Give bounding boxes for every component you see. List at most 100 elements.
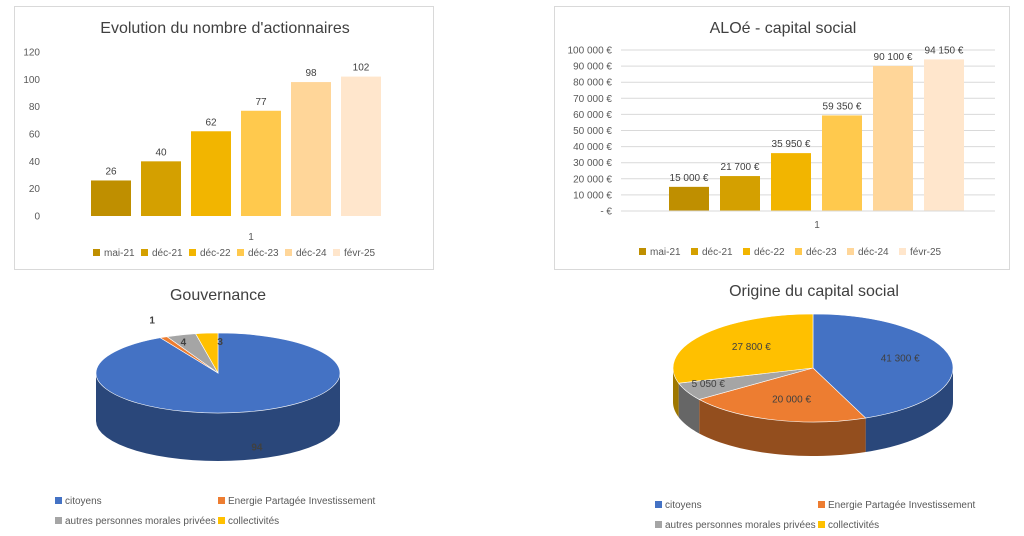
slice-side-autres personnes morales privées [678, 383, 700, 434]
data-label: 102 [353, 63, 370, 74]
legend-label: déc-21 [152, 248, 183, 259]
data-label: 5 050 € [692, 379, 726, 390]
y-tick-label: 40 [29, 157, 41, 168]
data-label: 90 100 € [874, 52, 913, 63]
data-label: 3 [217, 337, 223, 348]
legend-label: citoyens [665, 500, 702, 511]
legend-swatch [55, 497, 62, 504]
legend-swatch [818, 521, 825, 528]
slice-collectivités [195, 332, 219, 375]
y-tick-label: 80 000 € [573, 78, 612, 89]
y-tick-label: 100 000 € [568, 46, 613, 57]
chart-title: Gouvernance [170, 287, 266, 304]
legend-swatch [639, 248, 646, 255]
legend-swatch [743, 248, 750, 255]
data-label: 26 [105, 166, 117, 177]
legend-label: févr-25 [910, 247, 942, 258]
legend-label: Energie Partagée Investissement [228, 496, 376, 507]
legend-swatch [333, 249, 340, 256]
data-label: 94 [251, 443, 263, 454]
data-label: 35 950 € [772, 139, 811, 150]
data-label: 40 [155, 147, 167, 158]
bar-déc-22 [191, 131, 231, 216]
y-tick-label: 20 000 € [573, 174, 612, 185]
data-label: 27 800 € [732, 342, 771, 353]
data-label: 20 000 € [772, 395, 811, 406]
legend-swatch [655, 521, 662, 528]
legend-label: autres personnes morales privées [665, 520, 816, 531]
bar-déc-24 [873, 65, 913, 211]
chart-title: Origine du capital social [729, 283, 899, 300]
data-label: 59 350 € [823, 101, 862, 112]
legend-label: mai-21 [104, 248, 135, 259]
data-label: 62 [205, 117, 217, 128]
data-label: 4 [181, 338, 187, 349]
slice-side-collectivités [673, 368, 679, 418]
bar-déc-23 [822, 115, 862, 211]
capital-bar-chart: ALOé - capital social - € 10 000 € 20 000 … [568, 20, 995, 258]
legend-swatch [795, 248, 802, 255]
slice-Energie Partagée Investissement [698, 367, 867, 423]
slice-side-citoyens [865, 368, 953, 453]
y-tick-label: 20 [29, 184, 41, 195]
slice-citoyens [812, 313, 954, 419]
y-tick-label: 120 [23, 48, 40, 59]
legend-swatch [93, 249, 100, 256]
legend-label: collectivités [228, 516, 279, 527]
legend-label: déc-22 [754, 247, 785, 258]
legend-swatch [691, 248, 698, 255]
bar-déc-21 [720, 176, 760, 211]
legend-swatch [141, 249, 148, 256]
legend-label: Energie Partagée Investissement [828, 500, 976, 511]
bar-mai-21 [91, 180, 131, 216]
legend-label: citoyens [65, 496, 102, 507]
data-label: 1 [149, 316, 155, 327]
legend-label: déc-22 [200, 248, 231, 259]
data-label: 21 700 € [721, 162, 760, 173]
governance-pie-chart: Gouvernance 94 1 4 3 citoyens Energie Partag… [55, 287, 376, 527]
legend-swatch [818, 501, 825, 508]
legend-swatch [189, 249, 196, 256]
y-tick-label: - € [600, 207, 612, 218]
legend-label: mai-21 [650, 247, 681, 258]
bar-déc-21 [141, 161, 181, 216]
x-tick-label: 1 [814, 220, 820, 231]
bar-déc-23 [241, 110, 281, 216]
y-tick-label: 0 [34, 212, 40, 223]
y-tick-label: 60 000 € [573, 110, 612, 121]
slice-side-Energie Partagée Investissement [699, 399, 866, 456]
x-tick-label: 1 [248, 232, 254, 243]
chart-title: ALOé - capital social [710, 20, 857, 37]
y-tick-label: 90 000 € [573, 62, 612, 73]
legend-swatch [237, 249, 244, 256]
y-tick-label: 10 000 € [573, 190, 612, 201]
legend-label: déc-21 [702, 247, 733, 258]
legend-swatch [655, 501, 662, 508]
bar-mai-21 [669, 186, 709, 211]
legend-label: déc-23 [806, 247, 837, 258]
capital-chart-panel: ALOé - capital social - € 10 000 € 20 000 … [554, 6, 1010, 270]
legend-label: févr-25 [344, 248, 376, 259]
legend-swatch [218, 497, 225, 504]
y-tick-label: 60 [29, 130, 41, 141]
bar-févr-25 [341, 76, 381, 216]
bar-déc-24 [291, 82, 331, 216]
legend-swatch [285, 249, 292, 256]
legend-label: déc-24 [858, 247, 889, 258]
data-label: 94 150 € [925, 45, 964, 56]
legend-label: collectivités [828, 520, 879, 531]
governance-chart-panel: Gouvernance 94 1 4 3 citoyens Energie Partag… [40, 280, 450, 534]
legend-swatch [218, 517, 225, 524]
y-tick-label: 50 000 € [573, 126, 612, 137]
legend-swatch [55, 517, 62, 524]
y-tick-label: 100 [23, 75, 40, 86]
bar-févr-25 [924, 59, 964, 211]
data-label: 41 300 € [881, 354, 920, 365]
legend-label: autres personnes morales privées [65, 516, 216, 527]
legend-label: déc-24 [296, 248, 327, 259]
data-label: 98 [305, 68, 317, 79]
capital-origin-chart-panel: Origine du capital social 41 300 € 20 000… [640, 278, 1020, 534]
y-tick-label: 70 000 € [573, 94, 612, 105]
y-tick-label: 30 000 € [573, 158, 612, 169]
data-label: 15 000 € [670, 173, 709, 184]
